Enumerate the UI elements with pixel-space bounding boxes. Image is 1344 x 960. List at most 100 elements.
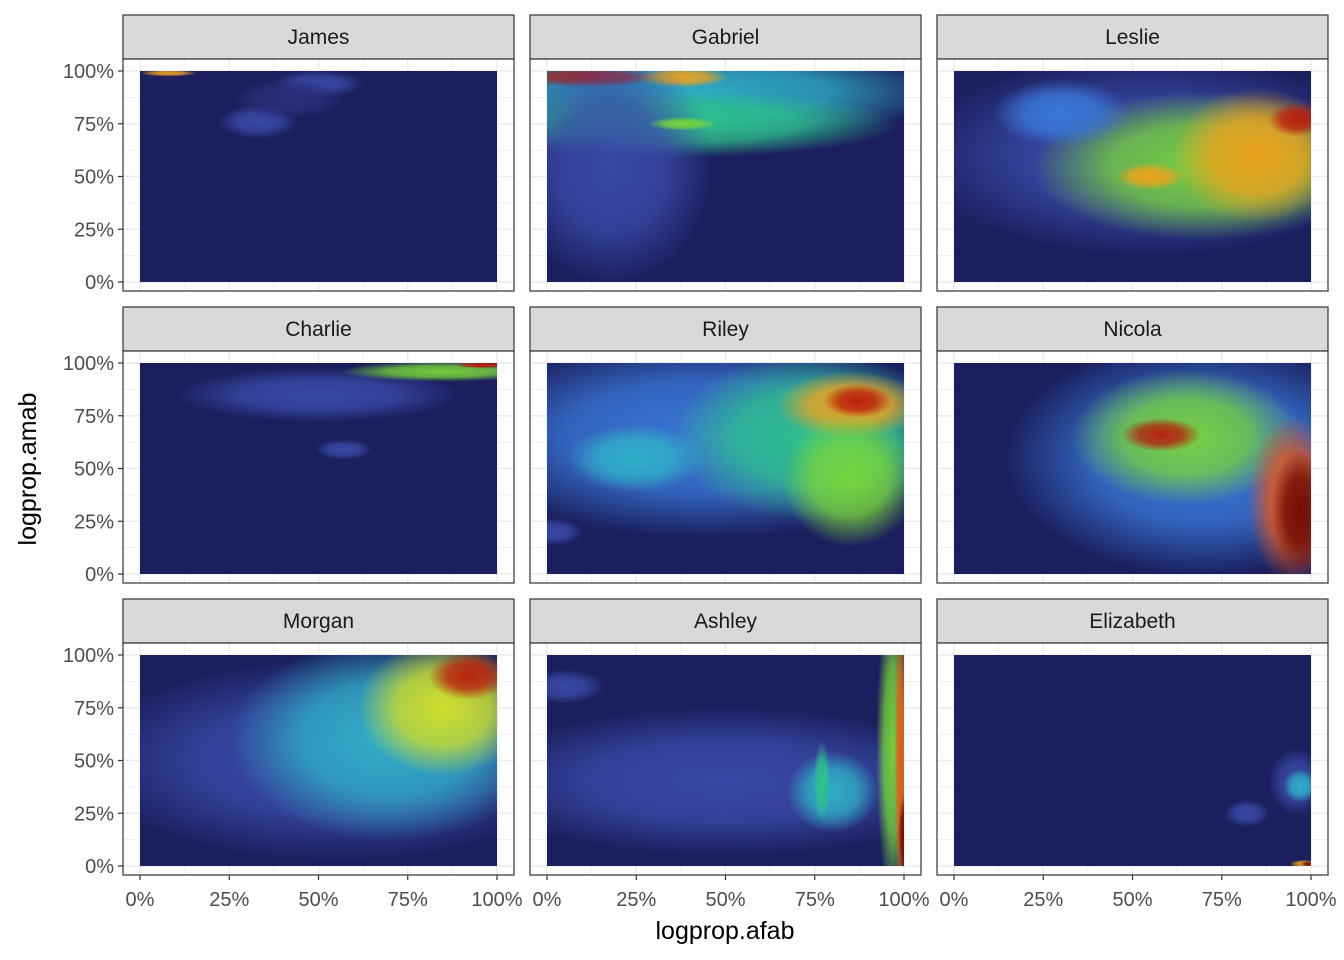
facet-strip [936, 306, 1329, 352]
density-contour [1301, 861, 1311, 866]
facet-leslie: Leslie [936, 14, 1329, 292]
panel-border [529, 350, 922, 584]
facet-morgan: Morgan 0% 25% 50% 75% 100% 0% 25% 50% 75% 100% [63, 598, 523, 911]
x-tick-label: 0% [126, 889, 155, 911]
x-tick-label: 75% [1202, 889, 1242, 911]
density-contour [547, 518, 583, 546]
density-contour [1283, 768, 1311, 803]
density-contour [454, 363, 497, 369]
facet-strip-label: Elizabeth [1089, 610, 1175, 633]
x-tick-label: 50% [705, 889, 745, 911]
y-tick-label: 75% [74, 406, 114, 428]
density-contour [813, 741, 831, 823]
density-contour [1116, 162, 1185, 191]
facet-strip [936, 14, 1329, 60]
facet-strip-label: Leslie [1105, 26, 1160, 49]
density-contour [1271, 449, 1311, 572]
density-contour [547, 669, 605, 704]
facet-strip [529, 14, 922, 60]
y-tick-label: 0% [85, 272, 114, 294]
density-layer [954, 71, 1311, 257]
density-layer [140, 71, 365, 139]
x-axis-title: logprop.afab [655, 917, 794, 945]
density-contour [823, 384, 892, 418]
panel-border [122, 350, 515, 584]
x-tick-label: 25% [1023, 889, 1063, 911]
density-contour [1223, 799, 1270, 827]
facet-strip [122, 14, 515, 60]
density-layer [1004, 363, 1311, 574]
facet-charlie: Charlie 0% 25% 50% 75% 100% [63, 306, 515, 586]
density-contour [232, 78, 348, 119]
y-tick-label: 75% [74, 114, 114, 136]
density-contour [786, 751, 879, 833]
x-tick-label: 75% [795, 889, 835, 911]
y-tick-label: 25% [74, 803, 114, 825]
density-contour [428, 655, 497, 700]
x-tick-label: 0% [940, 889, 969, 911]
facet-riley: Riley [529, 306, 922, 584]
y-tick-label: 75% [74, 698, 114, 720]
density-contour [648, 116, 717, 131]
y-tick-label: 50% [74, 459, 114, 481]
y-tick-label: 100% [63, 645, 114, 667]
y-tick-label: 50% [74, 167, 114, 189]
x-tick-label: 25% [616, 889, 656, 911]
density-background [954, 655, 1311, 866]
density-contour [314, 439, 373, 460]
density-contour [898, 793, 904, 866]
density-contour [1268, 102, 1311, 137]
x-tick-label: 25% [209, 889, 249, 911]
facet-strip-label: James [288, 26, 350, 49]
density-layer [547, 655, 904, 866]
x-tick-label: 50% [1112, 889, 1152, 911]
density-layer [547, 363, 904, 547]
density-contour [1121, 417, 1202, 452]
y-tick-label: 50% [74, 751, 114, 773]
density-contour [781, 411, 904, 547]
panel-border [122, 58, 515, 292]
facet-strip [122, 598, 515, 644]
panel-border [936, 350, 1329, 584]
density-contour [140, 71, 198, 77]
facet-strip-label: Nicola [1103, 318, 1162, 341]
x-tick-label: 100% [878, 889, 929, 911]
y-tick-label: 0% [85, 564, 114, 586]
facet-nicola: Nicola [936, 306, 1329, 584]
y-tick-label: 100% [63, 61, 114, 83]
facet-strip-label: Morgan [283, 610, 354, 633]
facet-strip [529, 306, 922, 352]
facet-strip-label: Charlie [285, 318, 352, 341]
facet-elizabeth: Elizabeth 0% 25% 50% 75% 100% [936, 598, 1337, 911]
density-contour [175, 367, 462, 422]
y-tick-label: 25% [74, 219, 114, 241]
density-layer [140, 655, 497, 862]
density-layer [1223, 747, 1311, 866]
panel-border [529, 58, 922, 292]
density-layer [547, 71, 904, 282]
y-tick-label: 25% [74, 511, 114, 533]
x-tick-label: 75% [388, 889, 428, 911]
facet-strip [936, 598, 1329, 644]
density-contour [992, 79, 1130, 147]
density-contour [567, 424, 705, 492]
facet-strip [122, 306, 515, 352]
x-tick-label: 100% [1285, 889, 1336, 911]
x-tick-label: 100% [471, 889, 522, 911]
facet-ashley: Ashley 0% 25% 50% 75% 100% [529, 598, 930, 911]
y-axis-title: logprop.amab [14, 393, 42, 546]
y-tick-label: 0% [85, 856, 114, 878]
facet-strip-label: Gabriel [692, 26, 760, 49]
facet-james: James 0% 25% 50% 75% 100% [63, 14, 515, 294]
x-tick-label: 0% [533, 889, 562, 911]
density-layer [175, 363, 497, 460]
facet-gabriel: Gabriel [529, 14, 922, 292]
facet-strip-label: Ashley [694, 610, 758, 633]
panel-border [936, 58, 1329, 292]
y-tick-label: 100% [63, 353, 114, 375]
density-contour [340, 363, 497, 382]
facet-strip-label: Riley [702, 318, 749, 341]
x-tick-label: 50% [298, 889, 338, 911]
